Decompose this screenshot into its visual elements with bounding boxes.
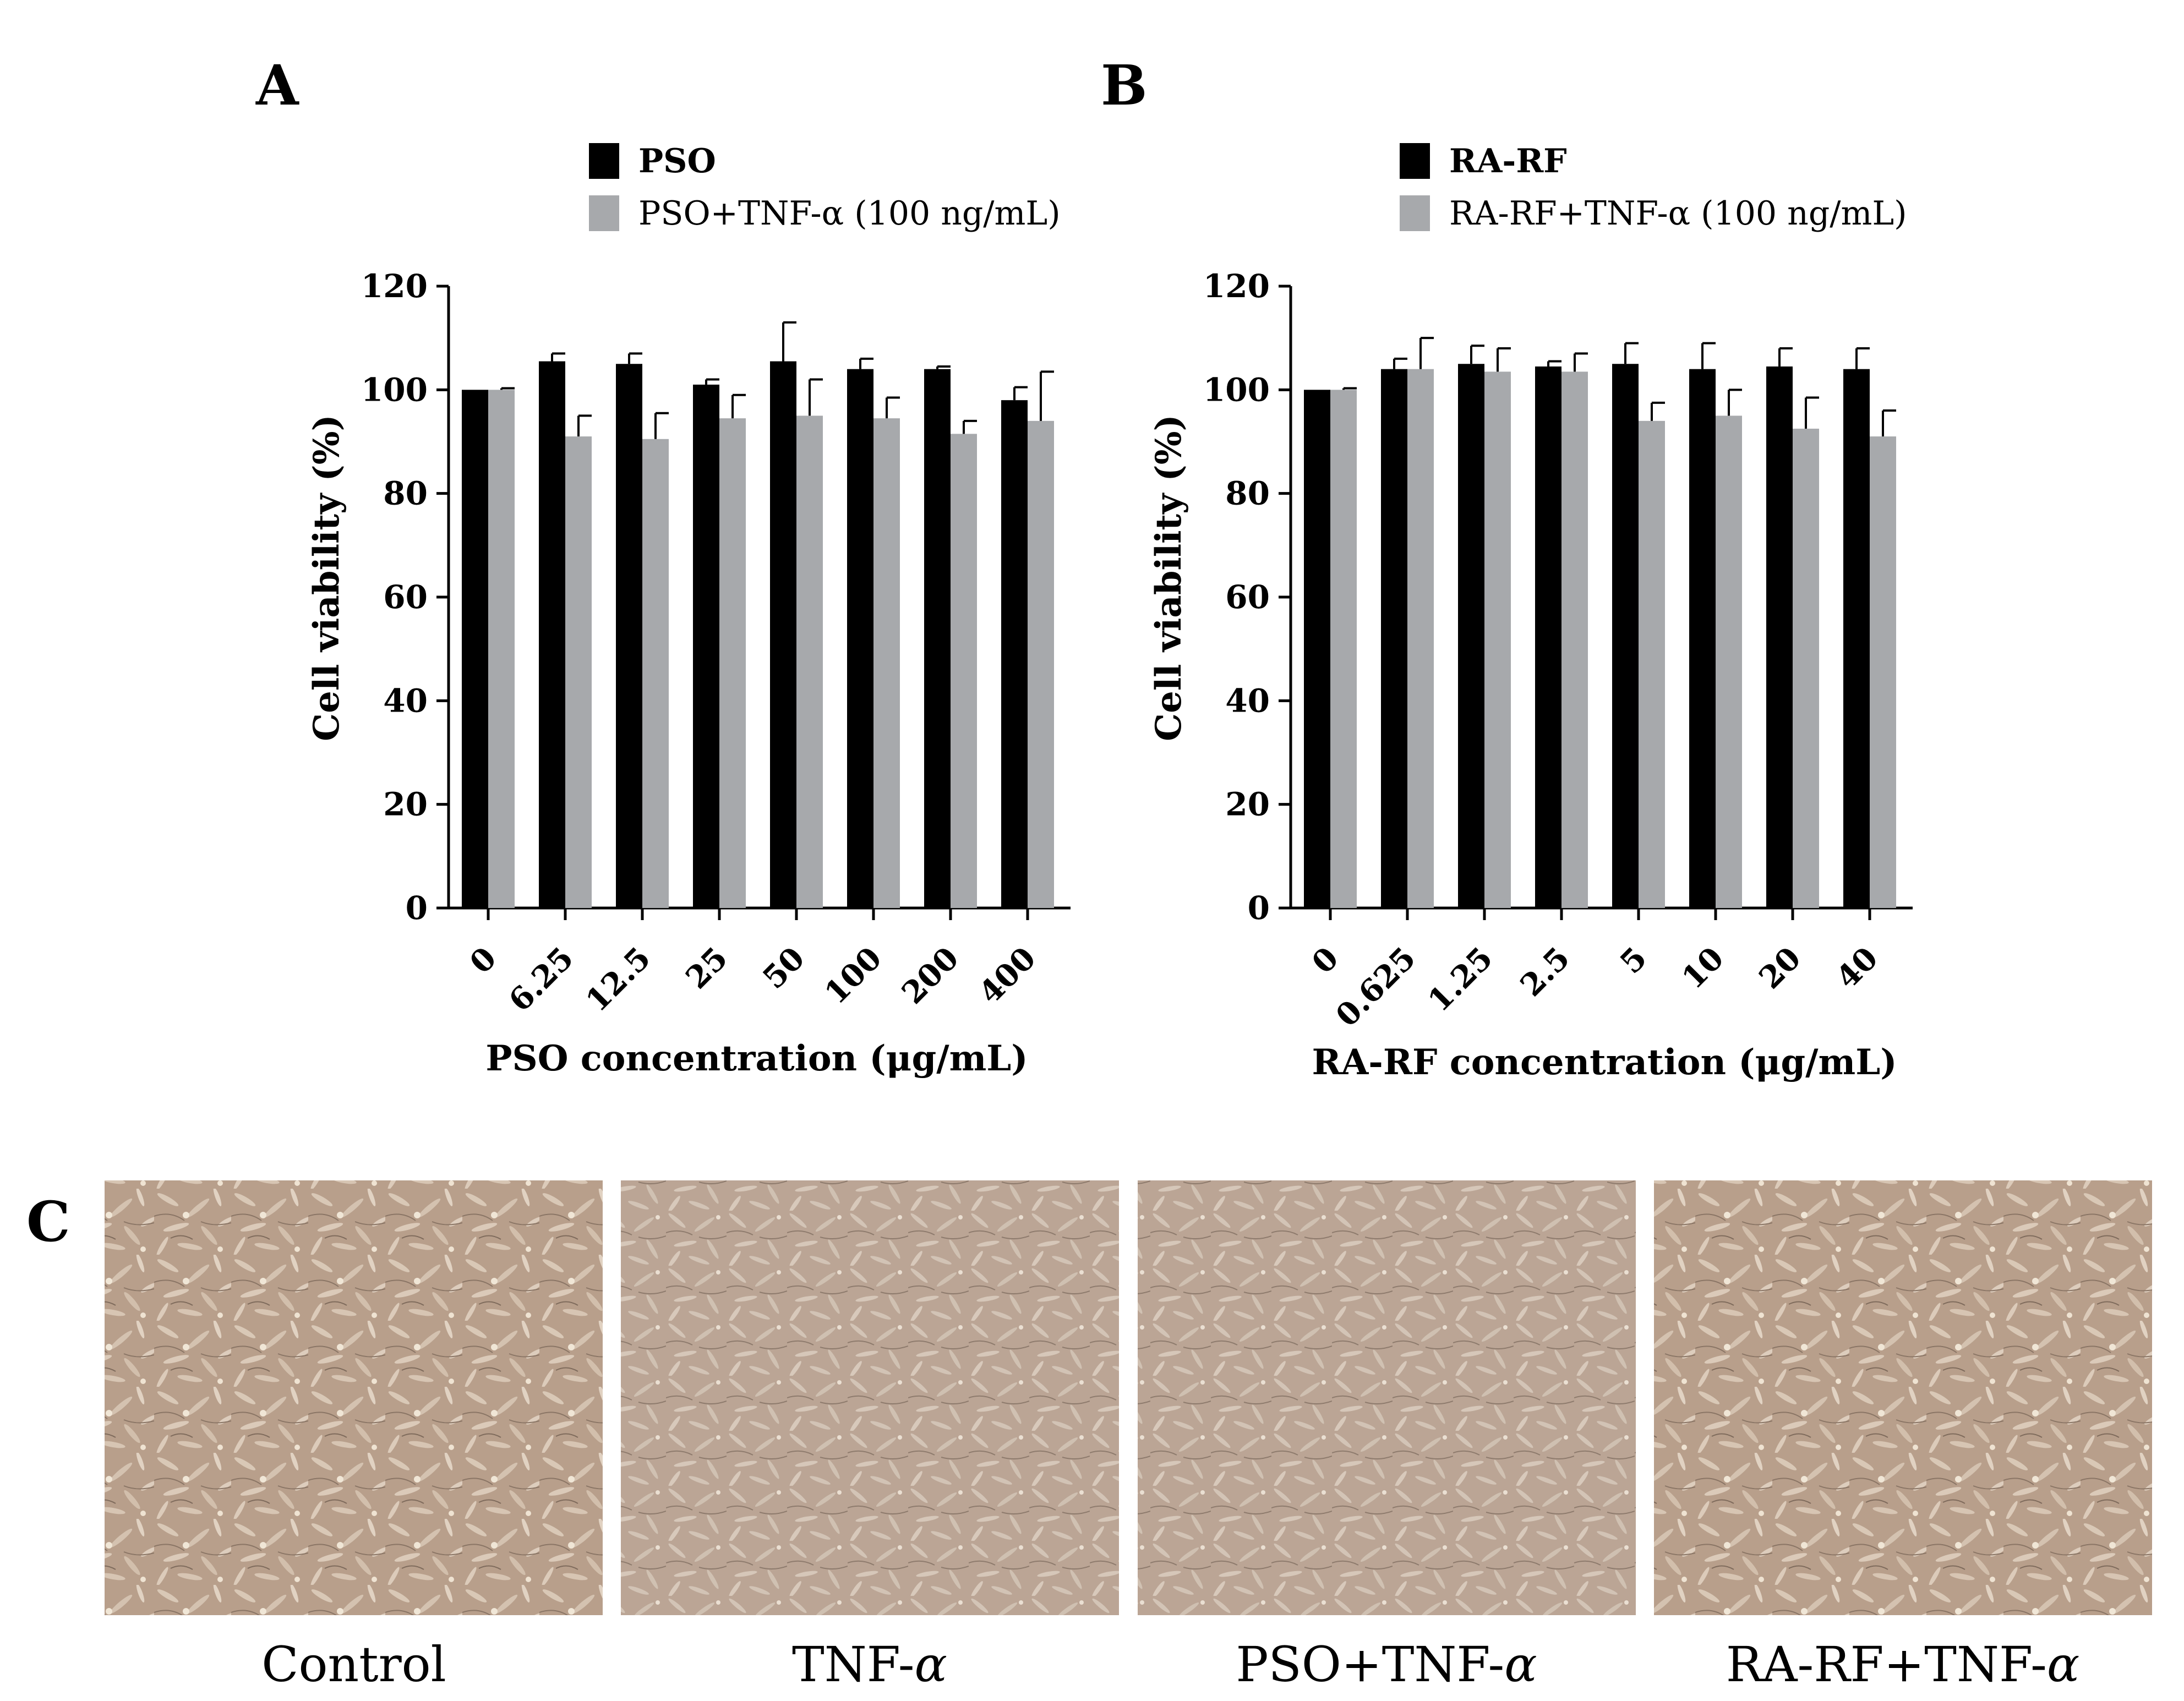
chart-a-x-tick-label: 12.5 [579, 940, 658, 1019]
legend-label-rarf-tnf: RA-RF+TNF-α (100 ng/mL) [1449, 194, 1907, 233]
chart-a-x-tick-label: 25 [679, 940, 735, 996]
legend-swatch-pso-tnf [589, 195, 619, 231]
chart-b-bar [1458, 364, 1484, 908]
caption-tnf: TNF-α [792, 1636, 947, 1693]
chart-b-y-tick-label: 120 [1203, 267, 1270, 305]
chart-a-bar [796, 415, 823, 908]
chart-b-bar [1870, 436, 1896, 908]
chart-a-bar [873, 418, 900, 908]
chart-a-x-tick-label: 50 [756, 940, 812, 996]
panel-letter-c: C [26, 1189, 70, 1254]
chart-a-bar [565, 436, 592, 908]
micrograph-tnf [621, 1180, 1119, 1615]
chart-a-bar [642, 439, 669, 908]
chart-a-x-tick-label: 200 [895, 940, 966, 1011]
chart-a-y-tick-label: 40 [383, 682, 428, 719]
chart-a-bar [951, 434, 977, 908]
legend-label-pso: PSO [638, 142, 716, 181]
caption-tnf-main: TNF- [792, 1636, 915, 1693]
legend-label-pso-tnf: PSO+TNF-α (100 ng/mL) [638, 194, 1061, 233]
micrograph-control [105, 1180, 603, 1615]
chart-a-y-tick-label: 80 [383, 475, 428, 512]
chart-b-x-tick-label: 2.5 [1513, 940, 1577, 1004]
chart-a-bar [770, 361, 796, 908]
chart-b-x-tick-label: 5 [1613, 940, 1654, 981]
legend-b: RA-RF RA-RF+TNF-α (100 ng/mL) [1400, 142, 1907, 233]
chart-b-bar [1484, 371, 1511, 908]
caption-rarf-tnf-main: RA-RF+TNF- [1726, 1636, 2047, 1693]
chart-b-x-tick-label: 20 [1752, 940, 1808, 996]
chart-b-x-tick-label: 0.625 [1329, 940, 1423, 1034]
chart-b-y-tick-label: 80 [1225, 475, 1270, 512]
chart-a-y-tick-label: 0 [406, 889, 428, 927]
chart-a-bar [488, 390, 515, 908]
chart-b-ylabel: Cell viability (%) [1148, 414, 1189, 741]
legend-swatch-rarf [1400, 143, 1430, 179]
caption-pso-tnf: PSO+TNF-α [1236, 1636, 1537, 1693]
panel-letter-b: B [1101, 53, 1148, 118]
caption-control: Control [261, 1636, 446, 1693]
caption-pso-tnf-alpha: α [1504, 1636, 1537, 1693]
chart-b-x-tick-label: 0 [1305, 940, 1346, 981]
chart-b-x-tick-label: 40 [1829, 940, 1885, 996]
chart-a-bar [1028, 420, 1054, 908]
chart-a-bar [693, 384, 719, 908]
chart-a-bar [847, 369, 873, 908]
chart-b-y-tick-label: 60 [1225, 578, 1270, 616]
chart-b-y-tick-label: 20 [1225, 786, 1270, 823]
legend-swatch-pso [589, 143, 619, 179]
chart-b-bar [1330, 390, 1357, 908]
micrograph-pso-tnf [1138, 1180, 1636, 1615]
chart-a-bar [924, 369, 951, 908]
micrograph-row: Control TNF-α PSO+TNF-α RA-RF+TNF-α [105, 1180, 2152, 1693]
chart-b: RA-RF RA-RF+TNF-α (100 ng/mL) 0 20 40 60 80 1… [1148, 142, 1913, 1083]
chart-b-bar [1561, 371, 1588, 908]
chart-a-x-tick-label: 100 [818, 940, 889, 1011]
chart-b-xlabel: RA-RF concentration (μg/mL) [1312, 1042, 1897, 1083]
caption-tnf-alpha: α [915, 1636, 947, 1693]
chart-a-y-tick-label: 100 [361, 371, 428, 408]
chart-b-bar [1716, 415, 1742, 908]
caption-rarf-tnf-alpha: α [2047, 1636, 2079, 1693]
chart-b-bar [1766, 366, 1793, 908]
chart-a-bar [719, 418, 746, 908]
chart-b-bar [1407, 369, 1434, 908]
chart-a: PSO PSO+TNF-α (100 ng/mL) 0 20 40 60 80 100 12… [306, 142, 1071, 1079]
chart-a-y-tick-label: 20 [383, 786, 428, 823]
chart-a-y-tick-label: 60 [383, 578, 428, 616]
caption-rarf-tnf: RA-RF+TNF-α [1726, 1636, 2080, 1693]
chart-b-bar [1612, 364, 1639, 908]
chart-b-x-tick-label: 10 [1675, 940, 1731, 996]
chart-b-bar [1639, 420, 1665, 908]
chart-a-x-tick-label: 6.25 [502, 940, 581, 1019]
chart-b-bar [1793, 428, 1819, 908]
chart-b-bar [1689, 369, 1716, 908]
chart-a-bar [1001, 400, 1028, 908]
chart-b-bar [1535, 366, 1561, 908]
chart-b-y-tick-label: 100 [1203, 371, 1270, 408]
legend-a: PSO PSO+TNF-α (100 ng/mL) [589, 142, 1061, 233]
chart-a-x-tick-label: 400 [972, 940, 1043, 1011]
chart-a-xlabel: PSO concentration (μg/mL) [485, 1038, 1028, 1079]
legend-label-rarf: RA-RF [1449, 142, 1567, 181]
chart-b-y-tick-label: 40 [1225, 682, 1270, 719]
chart-b-bar [1843, 369, 1870, 908]
panel-letter-a: A [255, 53, 299, 118]
micrograph-rarf-tnf [1654, 1180, 2152, 1615]
chart-b-y-tick-label: 0 [1248, 889, 1270, 927]
chart-a-x-tick-label: 0 [463, 940, 504, 981]
chart-a-ylabel: Cell viability (%) [306, 414, 347, 741]
chart-b-x-tick-label: 1.25 [1421, 940, 1500, 1019]
chart-b-bar [1381, 369, 1407, 908]
chart-a-y-tick-label: 120 [361, 267, 428, 305]
chart-b-bar [1304, 390, 1330, 908]
caption-pso-tnf-main: PSO+TNF- [1236, 1636, 1504, 1693]
chart-a-bar [616, 364, 642, 908]
chart-a-bar [539, 361, 565, 908]
chart-a-bar [462, 390, 488, 908]
legend-swatch-rarf-tnf [1400, 195, 1430, 231]
